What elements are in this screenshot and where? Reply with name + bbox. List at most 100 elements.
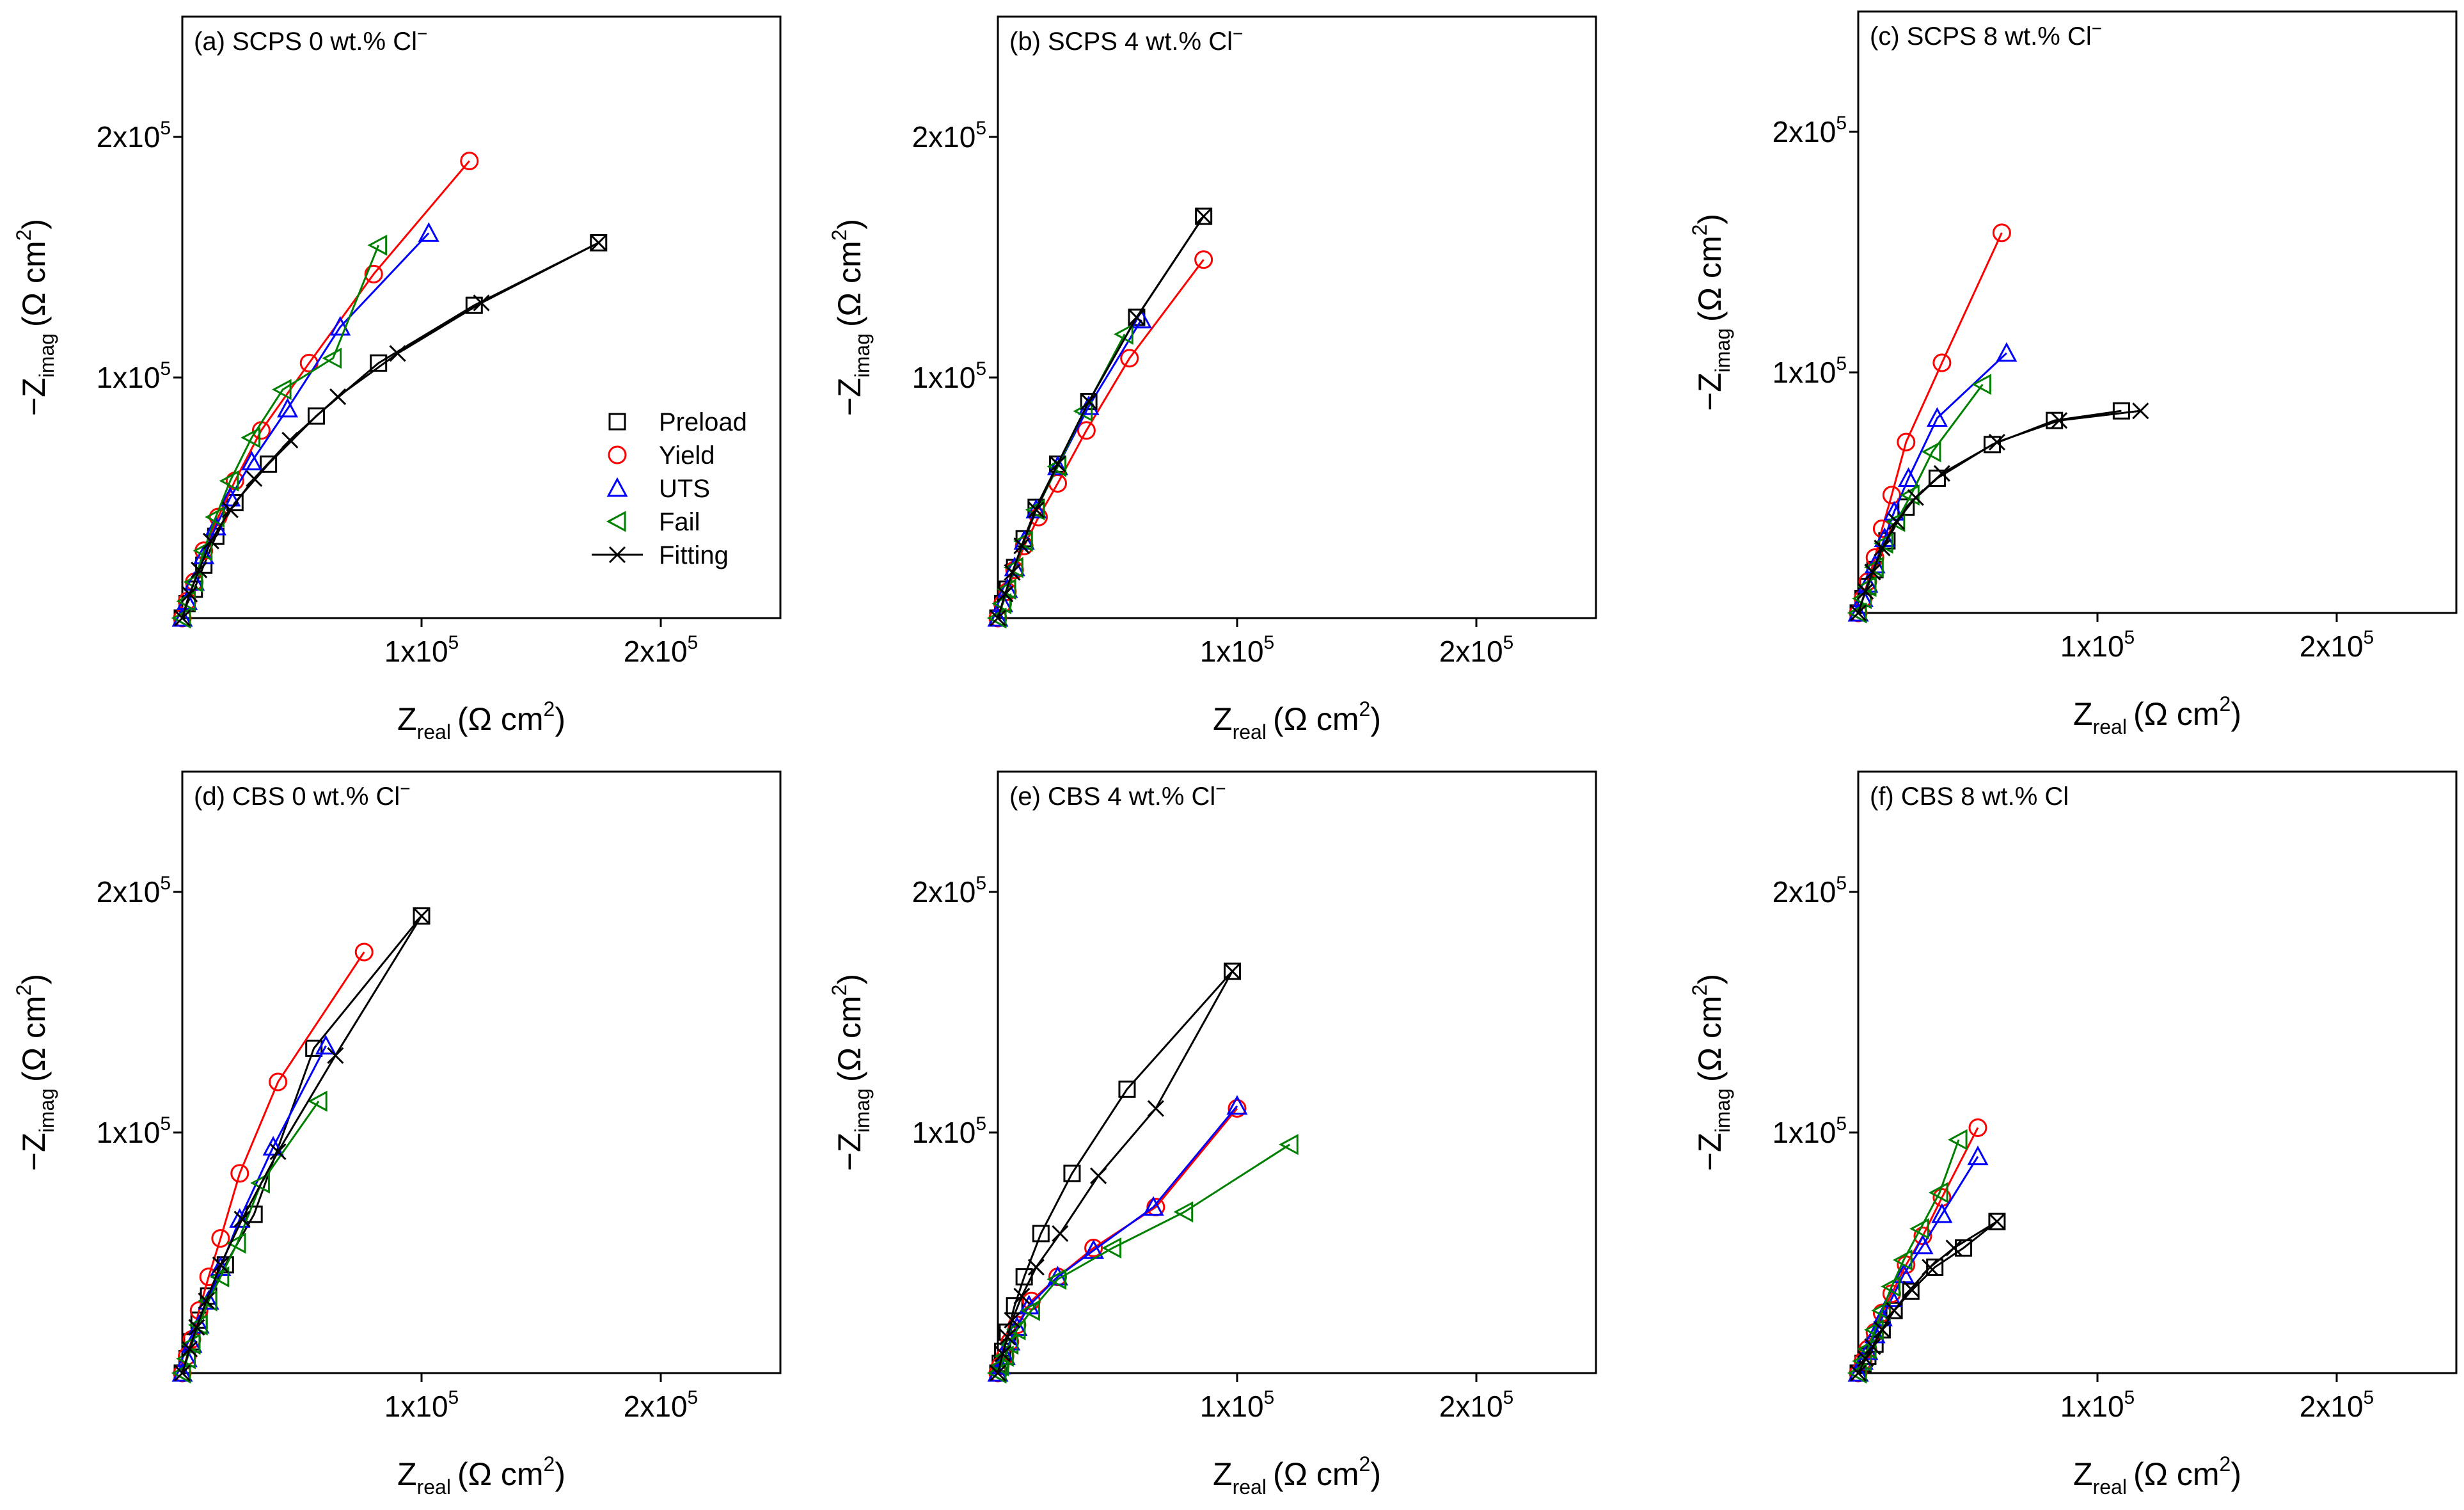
plot-frame (181, 770, 782, 1374)
yield-point-9 (1228, 1099, 1247, 1118)
series-preload (173, 907, 430, 1382)
yield-point-8 (354, 942, 374, 962)
preload-point-6 (260, 455, 278, 473)
series-fitting (1849, 402, 2149, 622)
legend-label-preload: Preload (659, 408, 747, 436)
preload-point-8 (1955, 1239, 1973, 1257)
fitting-point-0 (1849, 1364, 1867, 1382)
yield-line (997, 258, 1204, 619)
y-tick-label-1e5: 1x105 (97, 1113, 171, 1149)
y-tick-label-1e5: 1x105 (97, 358, 171, 394)
plot-frame (181, 15, 782, 619)
fitting-point-5 (233, 1211, 251, 1228)
uts-point-7 (1926, 407, 1948, 427)
fitting-point-2 (1864, 1338, 1881, 1355)
fitting-point-4 (212, 1256, 229, 1273)
plot-frame (1857, 770, 2458, 1374)
fitting-point-6 (281, 431, 299, 449)
x-tick-label-2e5: 2x105 (1439, 1387, 1513, 1423)
fail-point-1 (991, 592, 1011, 614)
fail-point-2 (996, 578, 1016, 600)
yield-point-9 (1194, 250, 1213, 269)
panel-b: 1x105 1x105 2x105 2x105 Zreal (Ω cm2) −Zimag(Ω… (828, 15, 1597, 743)
uts-point-0 (171, 1362, 193, 1382)
preload-point-9 (1988, 1212, 2006, 1230)
fitting-point-7 (1945, 1239, 1963, 1257)
preload-point-5 (1897, 498, 1915, 516)
y-axis-label: −Zimag(Ω cm2) (828, 219, 874, 416)
panel-d: 1x105 1x105 2x105 2x105 Zreal (Ω cm2) −Zimag(Ω… (12, 770, 782, 1498)
fitting-point-10 (590, 234, 607, 251)
uts-point-0 (1847, 601, 1869, 622)
series-fail (986, 1134, 1299, 1384)
fitting-line (181, 915, 423, 1374)
fitting-point-4 (1013, 1287, 1031, 1305)
fitting-point-3 (1004, 1312, 1021, 1329)
fail-point-0 (1847, 1362, 1867, 1384)
fail-point-2 (183, 571, 203, 593)
y-tick-label-1e5: 1x105 (1773, 1113, 1847, 1149)
fail-point-5 (1025, 499, 1045, 521)
yield-point-5 (211, 1228, 230, 1248)
fail-point-8 (1928, 1182, 1948, 1204)
yield-point-7 (269, 1072, 288, 1092)
fail-point-5 (1020, 1299, 1040, 1321)
y-axis-label: −Zimag(Ω cm2) (1688, 974, 1734, 1171)
uts-point-8 (1142, 1196, 1164, 1216)
preload-point-8 (1118, 1080, 1136, 1098)
fitting-point-8 (2051, 412, 2068, 429)
uts-point-0 (987, 607, 1009, 627)
plot-frame (1857, 10, 2458, 614)
fail-point-7 (1909, 1218, 1929, 1239)
fitting-point-1 (997, 585, 1014, 603)
fail-point-4 (1871, 1299, 1891, 1321)
fitting-point-7 (1090, 1167, 1107, 1184)
preload-point-6 (1928, 469, 1946, 487)
fitting-line (997, 971, 1233, 1374)
series-fail (171, 1090, 328, 1384)
x-tick-label-1e5: 1x105 (384, 632, 459, 668)
y-tick-label-2e5: 2x105 (97, 873, 171, 909)
plot-frame (997, 15, 1597, 619)
uts-point-8 (1931, 1203, 1953, 1223)
fitting-point-0 (173, 1364, 191, 1382)
uts-point-6 (229, 1208, 251, 1228)
series-fail (171, 234, 388, 629)
uts-point-0 (1847, 1362, 1869, 1382)
fail-point-9 (1947, 1129, 1968, 1150)
fitting-point-8 (1147, 1100, 1164, 1117)
fail-point-legend (606, 511, 626, 532)
x-tick-label-1e5: 1x105 (2060, 1387, 2135, 1423)
fail-point-0 (986, 607, 1007, 629)
fitting-point-6 (1080, 393, 1098, 410)
fitting-point-9 (2132, 402, 2149, 420)
x-tick-label-2e5: 2x105 (2300, 1387, 2374, 1423)
y-tick-label-1e5: 1x105 (912, 358, 986, 394)
fail-point-6 (241, 427, 260, 449)
uts-point-8 (1996, 342, 2018, 362)
x-axis-label: Zreal (Ω cm2) (1213, 697, 1381, 743)
preload-point-7 (1926, 1259, 1944, 1276)
preload-point-10 (590, 234, 608, 251)
uts-point-6 (1046, 455, 1069, 475)
plot-frame (997, 770, 1597, 1374)
fail-point-5 (1881, 1276, 1900, 1298)
uts-point-6 (1898, 467, 1920, 487)
fitting-point-6 (1933, 465, 1950, 482)
fitting-point-5 (1049, 456, 1066, 473)
fitting-point-3 (1874, 1321, 1891, 1339)
preload-point-8 (413, 907, 430, 925)
fail-point-6 (1892, 1249, 1913, 1271)
fail-point-7 (271, 379, 292, 401)
yield-point-9 (1968, 1118, 1987, 1137)
fitting-point-0 (1849, 604, 1867, 622)
uts-line (997, 319, 1142, 619)
panel-f: 1x105 1x105 2x105 2x105 Zreal (Ω cm2) −Zimag(Ω… (1688, 770, 2458, 1498)
fail-point-6 (1046, 1268, 1066, 1290)
fitting-point-2 (188, 1319, 205, 1336)
fitting-point-6 (1922, 1259, 1939, 1276)
fitting-point-5 (1907, 489, 1924, 506)
fitting-point-3 (1874, 539, 1891, 557)
uts-point-9 (1967, 1145, 1989, 1166)
preload-point-6 (1902, 1282, 1920, 1300)
